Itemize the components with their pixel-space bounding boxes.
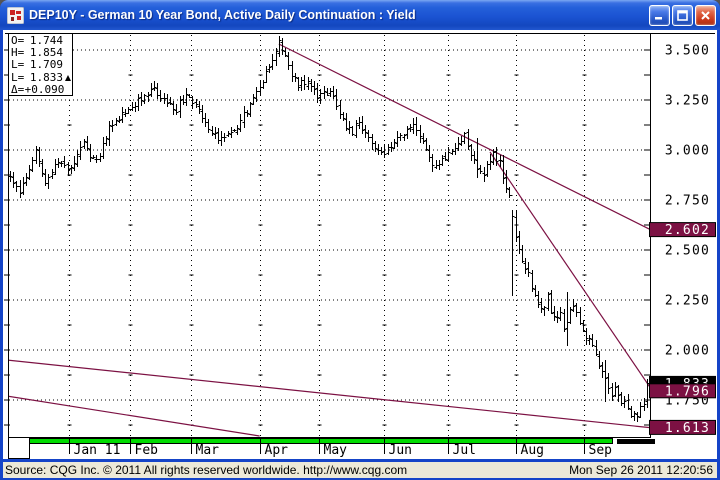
svg-text:2.602: 2.602 bbox=[665, 223, 710, 238]
quote-box: O= 1.744 H= 1.854 L= 1.709 L= 1.833 Δ= +0.090 bbox=[8, 33, 73, 96]
trendline-support-steep[interactable] bbox=[7, 395, 260, 437]
quote-label: H= bbox=[11, 46, 25, 60]
quote-value: 1.854 bbox=[29, 46, 63, 60]
trendline-price-marker: 2.602 bbox=[649, 222, 716, 238]
status-bar: Source: CQG Inc. © 2011 All rights reser… bbox=[3, 462, 717, 478]
window-titlebar[interactable]: DEP10Y - German 10 Year Bond, Active Dai… bbox=[0, 0, 720, 30]
trendline-downtrend-major[interactable] bbox=[278, 43, 653, 231]
close-button[interactable] bbox=[695, 4, 716, 26]
x-axis: Jan 11 Feb Mar Apr May Jun Jul Aug Sep bbox=[69, 439, 613, 458]
ohlc-bars bbox=[9, 36, 650, 422]
month-label: Apr bbox=[265, 443, 289, 458]
price-tick-label: 2.250 bbox=[665, 294, 710, 309]
price-tick-label: 2.000 bbox=[665, 344, 710, 359]
plot-border bbox=[4, 33, 715, 438]
quote-label: O= bbox=[11, 34, 25, 47]
price-tick-label: 2.750 bbox=[665, 194, 710, 209]
chart-area: Jan 11 Feb Mar Apr May Jun Jul Aug Sep 3.500 3.250… bbox=[3, 30, 717, 459]
minimize-icon bbox=[655, 16, 662, 19]
month-label: Mar bbox=[196, 443, 220, 458]
status-timestamp: Mon Sep 26 2011 12:20:56 bbox=[569, 463, 713, 477]
quote-row-1: H= 1.854 bbox=[11, 46, 72, 60]
quote-row-2: L= 1.709 bbox=[11, 59, 72, 71]
trendline-downtrend-steep[interactable] bbox=[489, 151, 653, 392]
quote-label: L= bbox=[11, 70, 25, 84]
maximize-button[interactable] bbox=[672, 4, 693, 26]
status-source-text: Source: CQG Inc. © 2011 All rights reser… bbox=[5, 463, 408, 477]
quote-label: Δ= bbox=[11, 82, 25, 96]
month-label: Aug bbox=[521, 443, 544, 458]
minimize-button[interactable] bbox=[649, 4, 670, 26]
scrollbar-thumb[interactable] bbox=[617, 439, 655, 444]
trendline-price-marker: 1.613 bbox=[649, 419, 716, 436]
quote-value: 1.744 bbox=[29, 34, 63, 47]
scrollbar-left-button[interactable] bbox=[8, 437, 30, 459]
window-controls bbox=[649, 4, 716, 26]
month-label: Sep bbox=[589, 443, 613, 458]
quote-label: L= bbox=[11, 58, 25, 72]
quote-row-3: L= 1.833 bbox=[11, 70, 72, 84]
trendline-support-lower[interactable] bbox=[7, 359, 653, 429]
trendlines[interactable] bbox=[7, 43, 653, 437]
price-tick-label: 3.250 bbox=[665, 94, 710, 109]
window-title: DEP10Y - German 10 Year Bond, Active Dai… bbox=[29, 8, 416, 22]
price-tick-label: 3.500 bbox=[665, 44, 710, 59]
month-label: May bbox=[324, 443, 348, 458]
svg-text:1.796: 1.796 bbox=[665, 384, 710, 399]
price-tick-label: 3.000 bbox=[665, 144, 710, 159]
trendline-price-marker: 1.796 bbox=[649, 383, 716, 399]
price-tick-label: 2.500 bbox=[665, 244, 710, 259]
month-label: Jun bbox=[389, 443, 412, 458]
quote-value: 1.709 bbox=[29, 58, 63, 72]
quote-value: +0.090 bbox=[24, 82, 65, 96]
maximize-icon bbox=[677, 9, 688, 21]
close-icon bbox=[701, 10, 710, 20]
chart-canvas[interactable]: Jan 11 Feb Mar Apr May Jun Jul Aug Sep 3.500 3.250… bbox=[3, 30, 717, 459]
app-icon bbox=[6, 6, 25, 24]
gridlines bbox=[9, 35, 649, 436]
quote-row-0: O= 1.744 bbox=[11, 34, 72, 47]
month-label: Jul bbox=[453, 443, 476, 458]
quote-row-4: Δ= +0.090 bbox=[11, 82, 72, 96]
month-label: Jan 11 bbox=[74, 443, 121, 458]
svg-text:1.613: 1.613 bbox=[665, 421, 710, 436]
uptick-arrow-icon bbox=[63, 74, 72, 81]
quote-value: 1.833 bbox=[29, 70, 63, 84]
month-label: Feb bbox=[135, 443, 159, 458]
